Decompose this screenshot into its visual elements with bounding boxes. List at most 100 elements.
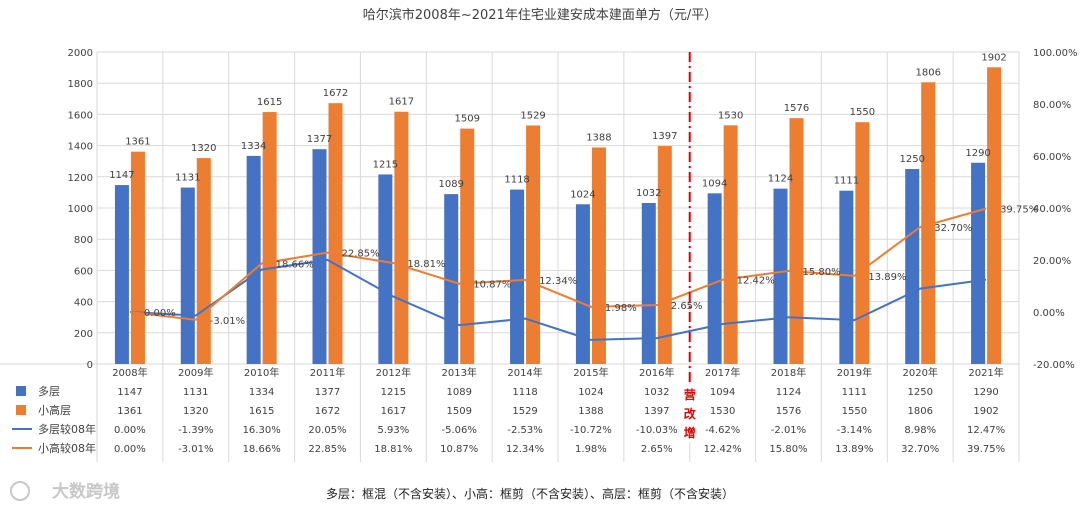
bar-xiaogao	[460, 128, 475, 364]
table-cell: 1111	[842, 387, 867, 398]
table-cell: 39.75%	[967, 444, 1005, 455]
category-label: 2014年	[507, 366, 542, 379]
legend-label: 多层较08年	[38, 422, 96, 436]
y-left-tick-label: 200	[74, 329, 93, 340]
bar-value-label: 1617	[389, 97, 414, 108]
y-left-tick-label: 0	[87, 360, 93, 371]
bar-value-label: 1250	[899, 154, 924, 165]
bar-value-label: 1320	[191, 143, 216, 154]
table-cell: 1131	[183, 387, 208, 398]
bar-xiaogao	[789, 118, 804, 364]
table-cell: 15.80%	[769, 444, 807, 455]
y-left-tick-label: 2000	[68, 48, 93, 59]
bar-value-label: 1377	[307, 134, 332, 145]
table-cell: 1806	[907, 406, 932, 417]
table-cell: -2.53%	[507, 425, 542, 436]
y-left-tick-label: 600	[74, 266, 93, 277]
line-value-label: 13.89%	[868, 272, 906, 283]
category-label: 2011年	[310, 366, 345, 379]
line-value-label: 18.81%	[407, 259, 445, 270]
bar-value-label: 1089	[438, 179, 463, 190]
legend-swatch	[16, 405, 26, 415]
data-labels: 1147 1131 1334 1377 1215 1089 1118 1024 1032 1094…	[109, 52, 1038, 327]
table-cell: 1124	[776, 387, 801, 398]
category-label: 2013年	[441, 366, 476, 379]
bar-xiaogao	[591, 147, 606, 364]
y-left-tick-label: 1600	[68, 110, 93, 121]
table-cell: 32.70%	[901, 444, 939, 455]
category-label: 2009年	[178, 366, 213, 379]
category-label: 2012年	[376, 366, 411, 379]
bar-value-label: 1530	[718, 110, 743, 121]
bar-value-label: 1509	[454, 114, 479, 125]
bar-xiaogao	[394, 111, 409, 364]
bar-duoceng	[378, 174, 393, 364]
category-label: 2016年	[639, 366, 674, 379]
table-cell: 12.47%	[967, 425, 1005, 436]
bar-value-label: 1124	[768, 174, 793, 185]
legend-swatch	[16, 386, 26, 396]
line-value-label: 2.65%	[671, 301, 703, 312]
table-cell: 1615	[249, 406, 274, 417]
line-value-label: 18.66%	[276, 259, 314, 270]
y-axis-right: -20.00% 0.00% 20.00% 40.00% 60.00% 80.00% 100.…	[1033, 48, 1078, 371]
legend-label: 小高较08年	[38, 441, 96, 455]
bar-value-label: 1290	[965, 148, 990, 159]
table-cell: -5.06%	[442, 425, 477, 436]
bar-xiaogao	[921, 82, 936, 364]
y-left-tick-label: 1200	[68, 173, 93, 184]
bar-duoceng	[839, 190, 854, 364]
bar-value-label: 1397	[652, 131, 677, 142]
table-cell: 2.65%	[641, 444, 673, 455]
bar-duoceng	[773, 188, 788, 364]
table-cell: 8.98%	[904, 425, 936, 436]
table-cell: 1576	[776, 406, 801, 417]
divider-marker: 营改增	[681, 52, 698, 442]
category-label: 2008年	[112, 366, 147, 379]
footnote: 多层：框混（不含安装）、小高：框剪（不含安装）、高层：框剪（不含安装）	[326, 486, 734, 501]
divider-annotation-char: 营	[684, 387, 696, 402]
bar-value-label: 1111	[834, 176, 859, 187]
table-cell: 1397	[644, 406, 669, 417]
table-cell: 1377	[315, 387, 340, 398]
bar-duoceng	[707, 193, 722, 364]
table-cell: 1118	[512, 387, 537, 398]
table-cell: 12.34%	[506, 444, 544, 455]
table-cell: -1.39%	[178, 425, 213, 436]
line-value-label: 12.42%	[737, 276, 775, 287]
line-value-label: 22.85%	[342, 249, 380, 260]
category-label: 2017年	[705, 366, 740, 379]
table-cell: 1902	[973, 406, 998, 417]
bar-xiaogao	[196, 158, 211, 364]
bar-value-label: 1550	[850, 107, 875, 118]
line-xiaogao-change	[129, 207, 987, 321]
bar-xiaogao	[328, 103, 343, 364]
y-left-tick-label: 1400	[68, 142, 93, 153]
category-label: 2015年	[573, 366, 608, 379]
divider-mask	[681, 384, 698, 442]
category-label: 2021年	[968, 366, 1003, 379]
bar-duoceng	[246, 155, 261, 364]
table-cell: 13.89%	[835, 444, 873, 455]
table-cell: 18.81%	[374, 444, 412, 455]
table-cell: 1529	[512, 406, 537, 417]
table-cell: 12.42%	[704, 444, 742, 455]
bar-value-label: 1902	[981, 52, 1006, 63]
bar-duoceng	[444, 194, 459, 364]
table-cell: 1509	[446, 406, 471, 417]
table-cell: 5.93%	[377, 425, 409, 436]
table-cell: 1032	[644, 387, 669, 398]
table-cell: 1334	[249, 387, 274, 398]
table-cell: -3.14%	[837, 425, 872, 436]
bar-value-label: 1024	[570, 189, 595, 200]
line-duoceng-change	[129, 258, 987, 341]
table-cell: 1361	[117, 406, 142, 417]
legend-label: 多层	[38, 384, 60, 398]
divider-annotation-char: 改	[684, 406, 697, 421]
table-cell: 1147	[117, 387, 142, 398]
category-label: 2010年	[244, 366, 279, 379]
table-cell: 1.98%	[575, 444, 607, 455]
bar-duoceng	[905, 169, 920, 364]
line-value-label: 15.80%	[803, 267, 841, 278]
bar-xiaogao	[526, 125, 541, 364]
